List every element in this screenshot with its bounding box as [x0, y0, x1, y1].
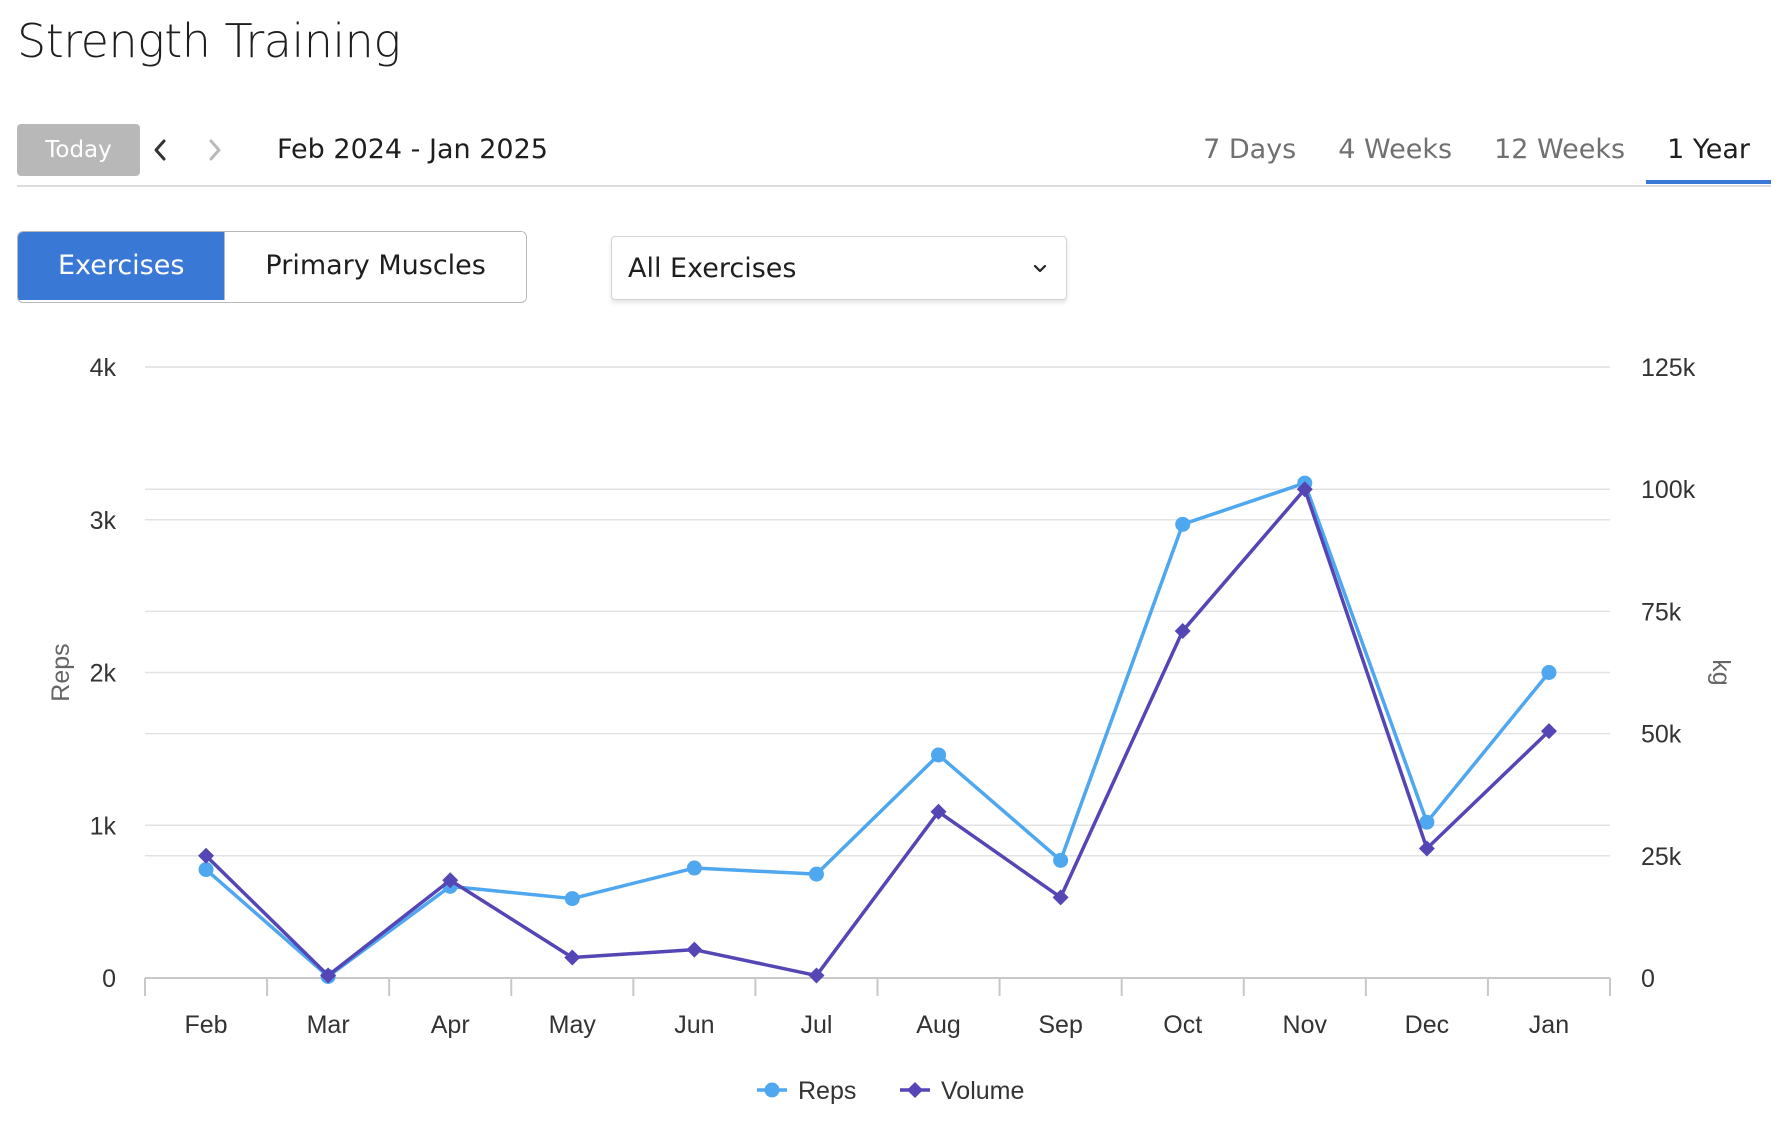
reps-point: [808, 866, 824, 882]
x-tick-label: May: [549, 1011, 597, 1039]
tab-1-year[interactable]: 1 Year: [1646, 124, 1771, 184]
exercise-filter-value: All Exercises: [628, 253, 797, 284]
volume-point: [686, 941, 703, 958]
x-tick-label: Oct: [1163, 1011, 1202, 1039]
previous-period-button[interactable]: [142, 124, 178, 176]
y-left-axis-title: Reps: [47, 643, 75, 701]
x-tick-label: Feb: [184, 1011, 227, 1039]
volume-point: [320, 967, 337, 984]
tab-4-weeks[interactable]: 4 Weeks: [1338, 134, 1453, 165]
today-button[interactable]: Today: [17, 124, 140, 176]
x-tick-label: Jun: [674, 1011, 714, 1039]
reps-point: [1541, 665, 1557, 680]
y-right-tick-label: 50k: [1641, 721, 1682, 749]
chevron-right-icon: [209, 139, 221, 161]
view-toggle: Exercises Primary Muscles: [17, 231, 527, 303]
volume-point: [1296, 481, 1313, 498]
primary-muscles-toggle-button[interactable]: Primary Muscles: [224, 232, 526, 300]
volume-point: [198, 847, 215, 864]
y-right-tick-label: 125k: [1641, 354, 1696, 382]
tab-7-days[interactable]: 7 Days: [1203, 134, 1297, 165]
y-right-axis-title: kg: [1707, 659, 1735, 685]
volume-point: [1418, 840, 1435, 857]
x-tick-label: Apr: [431, 1011, 470, 1039]
y-right-tick-label: 0: [1641, 965, 1655, 993]
exercises-toggle-button[interactable]: Exercises: [18, 232, 225, 300]
y-right-tick-label: 100k: [1641, 476, 1696, 504]
legend-label-reps: Reps: [798, 1077, 856, 1105]
reps-point: [198, 862, 214, 878]
volume-point: [808, 967, 825, 984]
reps-point: [564, 891, 580, 907]
x-tick-label: Sep: [1038, 1011, 1082, 1039]
y-left-tick-label: 0: [102, 965, 116, 993]
tab-12-weeks[interactable]: 12 Weeks: [1494, 134, 1626, 165]
x-tick-label: Jul: [800, 1011, 832, 1039]
reps-point: [686, 860, 702, 876]
toolbar-divider: [17, 185, 1771, 187]
reps-point: [931, 747, 947, 763]
volume-point: [564, 949, 581, 966]
reps-point: [1053, 852, 1069, 868]
chevron-down-icon: [1033, 264, 1047, 273]
reps-volume-chart: Feb Mar Apr May Jun Jul Aug Sep Oct Nov Dec Jan 0 1k 2…: [47, 354, 1735, 1105]
x-tick-label: Nov: [1283, 1011, 1328, 1039]
x-tick-label: Aug: [916, 1011, 960, 1039]
reps-point: [1175, 516, 1191, 532]
date-toolbar: Today Feb 2024 - Jan 2025 7 Days 4 Weeks…: [17, 124, 1771, 186]
x-tick-label: Jan: [1529, 1011, 1569, 1039]
volume-point: [1174, 622, 1191, 639]
y-right-tick-label: 75k: [1641, 598, 1682, 626]
range-tabs: 7 Days 4 Weeks 12 Weeks 1 Year: [1182, 124, 1771, 186]
y-left-tick-label: 1k: [90, 812, 117, 840]
volume-point: [442, 872, 459, 889]
x-tick-label: Dec: [1405, 1011, 1449, 1039]
legend-label-volume: Volume: [941, 1077, 1024, 1105]
y-left-tick-label: 2k: [90, 660, 117, 688]
y-right-tick-label: 25k: [1641, 843, 1682, 871]
legend-marker-reps: [764, 1082, 780, 1098]
volume-point: [930, 803, 947, 820]
next-period-button[interactable]: [197, 124, 233, 176]
y-left-tick-label: 4k: [90, 354, 117, 382]
volume-point: [1052, 889, 1069, 906]
x-tick-label: Mar: [307, 1011, 350, 1039]
volume-point: [1540, 723, 1557, 740]
exercise-filter-dropdown[interactable]: All Exercises: [611, 236, 1067, 300]
reps-point: [1419, 814, 1435, 830]
page-title: Strength Training: [17, 14, 401, 68]
date-range-label: Feb 2024 - Jan 2025: [277, 134, 548, 165]
series-line-volume: [204, 487, 1551, 978]
chevron-left-icon: [154, 139, 166, 161]
y-left-tick-label: 3k: [90, 507, 117, 535]
legend-marker-volume: [907, 1082, 923, 1098]
series-line-reps: [204, 481, 1551, 979]
